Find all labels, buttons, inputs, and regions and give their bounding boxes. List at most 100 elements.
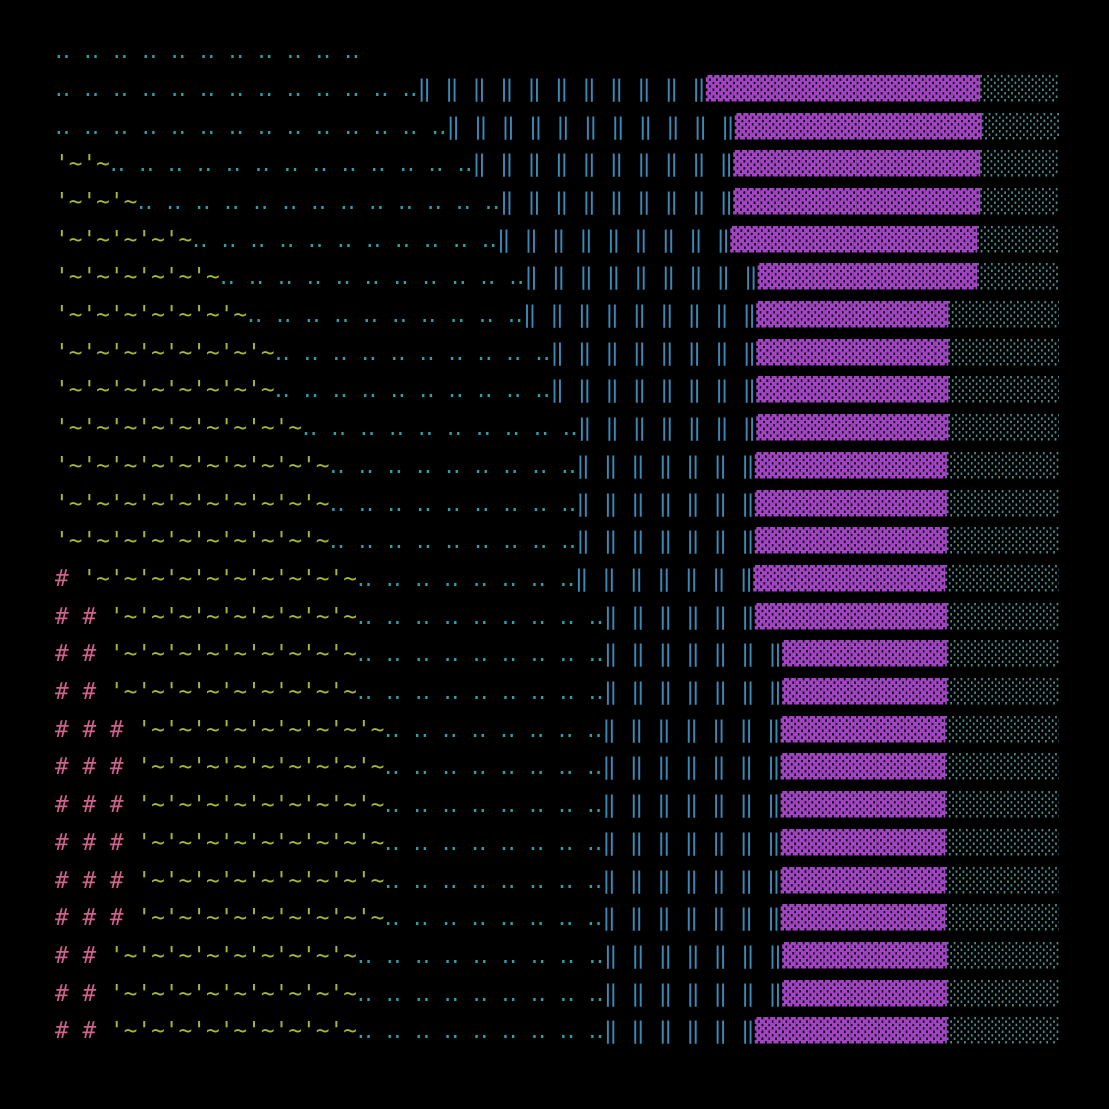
- blocks-segment: ▓▓▓▓▓▓▓▓▓▓▓▓: [782, 641, 947, 668]
- shade-segment: ░░░░░░░░░: [945, 905, 1059, 932]
- dots-segment: ‥ ‥ ‥ ‥ ‥ ‥ ‥ ‥ ‥: [356, 641, 604, 668]
- hash-segment: # #: [55, 942, 110, 969]
- hash-segment: # #: [55, 641, 110, 668]
- shade-segment: ░░░░░░░░░: [945, 829, 1059, 856]
- bars-segment: ‖ ‖ ‖ ‖ ‖ ‖ ‖ ‖: [550, 339, 757, 366]
- dots-segment: ‥ ‥ ‥ ‥ ‥ ‥ ‥ ‥: [384, 905, 603, 932]
- blocks-segment: ▓▓▓▓▓▓▓▓▓▓▓▓▓▓: [756, 302, 949, 329]
- text-row: # '~'~'~'~'~'~'~'~'~'~‥ ‥ ‥ ‥ ‥ ‥ ‥ ‥‖ ‖…: [55, 561, 1059, 599]
- wave-segment: '~'~'~'~'~'~: [55, 264, 220, 291]
- wave-segment: '~'~'~'~'~'~'~'~'~: [109, 980, 357, 1007]
- bars-segment: ‖ ‖ ‖ ‖ ‖ ‖ ‖: [602, 829, 781, 856]
- wave-segment: '~'~'~'~'~'~'~'~'~'~: [55, 490, 330, 517]
- text-row: # # '~'~'~'~'~'~'~'~'~‥ ‥ ‥ ‥ ‥ ‥ ‥ ‥ ‥‖…: [55, 938, 1059, 976]
- hash-segment: # #: [55, 603, 110, 630]
- text-row: ‥ ‥ ‥ ‥ ‥ ‥ ‥ ‥ ‥ ‥ ‥ ‥ ‥‖ ‖ ‖ ‖ ‖ ‖ ‖ ‖…: [55, 71, 1059, 109]
- wave-segment: '~'~'~'~'~'~'~'~: [55, 377, 275, 404]
- shade-segment: ░░░░░░░░░: [946, 1018, 1059, 1045]
- dots-segment: ‥ ‥ ‥ ‥ ‥ ‥ ‥ ‥ ‥ ‥: [274, 377, 551, 404]
- dots-segment: ‥ ‥ ‥ ‥ ‥ ‥ ‥ ‥ ‥: [329, 528, 577, 555]
- bars-segment: ‖ ‖ ‖ ‖ ‖ ‖ ‖ ‖ ‖: [522, 302, 757, 329]
- wave-segment: '~'~'~'~'~'~'~'~'~: [109, 679, 357, 706]
- wave-segment: '~'~'~'~'~'~'~'~: [55, 339, 275, 366]
- text-row: # # # '~'~'~'~'~'~'~'~'~‥ ‥ ‥ ‥ ‥ ‥ ‥ ‥‖…: [55, 863, 1059, 901]
- bars-segment: ‖ ‖ ‖ ‖ ‖ ‖ ‖ ‖: [550, 377, 757, 404]
- text-row: # # '~'~'~'~'~'~'~'~'~‥ ‥ ‥ ‥ ‥ ‥ ‥ ‥ ‥‖…: [55, 1013, 1059, 1051]
- shade-segment: ░░░░░░░░░: [946, 603, 1059, 630]
- hash-segment: # # #: [55, 905, 138, 932]
- blocks-segment: ▓▓▓▓▓▓▓▓▓▓▓▓: [780, 792, 946, 819]
- text-row: # # # '~'~'~'~'~'~'~'~'~‥ ‥ ‥ ‥ ‥ ‥ ‥ ‥‖…: [55, 825, 1059, 863]
- blocks-segment: ▓▓▓▓▓▓▓▓▓▓▓▓▓▓: [754, 1018, 947, 1045]
- shade-segment: ░░░░░░░: [977, 226, 1059, 253]
- bars-segment: ‖ ‖ ‖ ‖ ‖ ‖ ‖: [602, 716, 781, 743]
- text-row: # # '~'~'~'~'~'~'~'~'~‥ ‥ ‥ ‥ ‥ ‥ ‥ ‥ ‥‖…: [55, 976, 1059, 1014]
- dots-segment: ‥ ‥ ‥ ‥ ‥ ‥ ‥ ‥: [384, 754, 603, 781]
- text-row: '~'~‥ ‥ ‥ ‥ ‥ ‥ ‥ ‥ ‥ ‥ ‥ ‥ ‥‖ ‖ ‖ ‖ ‖ ‖…: [55, 146, 1059, 184]
- text-row: '~'~'~'~'~‥ ‥ ‥ ‥ ‥ ‥ ‥ ‥ ‥ ‥ ‥‖ ‖ ‖ ‖ ‖…: [55, 222, 1059, 260]
- bars-segment: ‖ ‖ ‖ ‖ ‖ ‖ ‖ ‖ ‖: [496, 226, 731, 253]
- blocks-segment: ▓▓▓▓▓▓▓▓▓▓▓▓: [780, 905, 946, 932]
- wave-segment: '~'~'~: [55, 188, 138, 215]
- blocks-segment: ▓▓▓▓▓▓▓▓▓▓▓▓▓▓: [754, 452, 947, 479]
- text-row: # # # '~'~'~'~'~'~'~'~'~‥ ‥ ‥ ‥ ‥ ‥ ‥ ‥‖…: [55, 900, 1059, 938]
- shade-segment: ░░░░░░░░░: [948, 377, 1059, 404]
- text-row: '~'~'~'~'~'~'~'~‥ ‥ ‥ ‥ ‥ ‥ ‥ ‥ ‥ ‥‖ ‖ ‖…: [55, 372, 1059, 410]
- shade-segment: ░░░░░░░: [980, 188, 1059, 215]
- dots-segment: ‥ ‥ ‥ ‥ ‥ ‥ ‥ ‥ ‥: [329, 490, 577, 517]
- bars-segment: ‖ ‖ ‖ ‖ ‖ ‖ ‖: [576, 490, 755, 517]
- blocks-segment: ▓▓▓▓▓▓▓▓▓▓▓▓: [782, 980, 947, 1007]
- blocks-segment: ▓▓▓▓▓▓▓▓▓▓▓▓▓▓: [754, 490, 947, 517]
- shade-segment: ░░░░░░░░░: [945, 867, 1059, 894]
- hash-segment: # # #: [55, 829, 138, 856]
- hash-segment: # # #: [55, 792, 138, 819]
- dots-segment: ‥ ‥ ‥ ‥ ‥ ‥ ‥ ‥ ‥: [356, 679, 604, 706]
- wave-segment: '~'~: [55, 151, 110, 178]
- dots-segment: ‥ ‥ ‥ ‥ ‥ ‥ ‥ ‥: [384, 867, 603, 894]
- bars-segment: ‖ ‖ ‖ ‖ ‖ ‖ ‖ ‖ ‖ ‖ ‖: [417, 75, 706, 102]
- shade-segment: ░░░░░░░: [980, 151, 1059, 178]
- hash-segment: # # #: [55, 754, 138, 781]
- blocks-segment: ▓▓▓▓▓▓▓▓▓▓▓▓: [780, 829, 946, 856]
- hash-segment: # # #: [55, 867, 138, 894]
- dots-segment: ‥ ‥ ‥ ‥ ‥ ‥ ‥ ‥: [384, 829, 603, 856]
- dots-segment: ‥ ‥ ‥ ‥ ‥ ‥ ‥ ‥ ‥ ‥ ‥ ‥ ‥: [109, 151, 473, 178]
- text-row: # # # '~'~'~'~'~'~'~'~'~‥ ‥ ‥ ‥ ‥ ‥ ‥ ‥‖…: [55, 749, 1059, 787]
- blocks-segment: ▓▓▓▓▓▓▓▓▓▓▓▓▓▓: [756, 377, 949, 404]
- wave-segment: '~'~'~'~'~'~'~'~'~: [137, 754, 385, 781]
- blocks-segment: ▓▓▓▓▓▓▓▓▓▓▓▓▓▓: [756, 415, 949, 442]
- text-row: # # '~'~'~'~'~'~'~'~'~‥ ‥ ‥ ‥ ‥ ‥ ‥ ‥ ‥‖…: [55, 599, 1059, 637]
- bars-segment: ‖ ‖ ‖ ‖ ‖ ‖ ‖: [576, 452, 755, 479]
- wave-segment: '~'~'~'~'~'~'~'~'~: [137, 905, 385, 932]
- bars-segment: ‖ ‖ ‖ ‖ ‖ ‖ ‖: [602, 867, 781, 894]
- dots-segment: ‥ ‥ ‥ ‥ ‥ ‥ ‥ ‥ ‥: [356, 980, 604, 1007]
- text-row: '~'~'~'~'~'~'~'~'~'~‥ ‥ ‥ ‥ ‥ ‥ ‥ ‥ ‥‖ ‖…: [55, 486, 1059, 524]
- blocks-segment: ▓▓▓▓▓▓▓▓▓▓▓▓: [780, 754, 946, 781]
- text-row: # # # '~'~'~'~'~'~'~'~'~‥ ‥ ‥ ‥ ‥ ‥ ‥ ‥‖…: [55, 787, 1059, 825]
- wave-segment: '~'~'~'~'~'~'~'~'~'~: [55, 452, 330, 479]
- bars-segment: ‖ ‖ ‖ ‖ ‖ ‖ ‖: [602, 905, 781, 932]
- bars-segment: ‖ ‖ ‖ ‖ ‖ ‖ ‖: [576, 528, 755, 555]
- dots-segment: ‥ ‥ ‥ ‥ ‥ ‥ ‥ ‥ ‥ ‥ ‥ ‥ ‥ ‥: [55, 113, 447, 140]
- dots-segment: ‥ ‥ ‥ ‥ ‥ ‥ ‥ ‥: [384, 792, 603, 819]
- bars-segment: ‖ ‖ ‖ ‖ ‖ ‖ ‖: [603, 980, 783, 1007]
- text-row: '~'~'~'~'~'~'~'~'~‥ ‥ ‥ ‥ ‥ ‥ ‥ ‥ ‥ ‥‖ ‖…: [55, 410, 1059, 448]
- dots-segment: ‥ ‥ ‥ ‥ ‥ ‥ ‥ ‥ ‥: [356, 942, 604, 969]
- wave-segment: '~'~'~'~'~'~'~'~'~: [137, 829, 385, 856]
- blocks-segment: ▓▓▓▓▓▓▓▓▓▓▓▓▓▓▓▓▓▓: [733, 188, 981, 215]
- bars-segment: ‖ ‖ ‖ ‖ ‖ ‖ ‖: [602, 754, 781, 781]
- text-row: '~'~'~‥ ‥ ‥ ‥ ‥ ‥ ‥ ‥ ‥ ‥ ‥ ‥ ‥‖ ‖ ‖ ‖ ‖…: [55, 184, 1059, 222]
- shade-segment: ░░░░░░░: [980, 75, 1059, 102]
- text-row: # # '~'~'~'~'~'~'~'~'~‥ ‥ ‥ ‥ ‥ ‥ ‥ ‥ ‥‖…: [55, 674, 1059, 712]
- blocks-segment: ▓▓▓▓▓▓▓▓▓▓▓▓▓▓▓▓▓▓▓▓: [705, 75, 981, 102]
- blocks-segment: ▓▓▓▓▓▓▓▓▓▓▓▓▓▓: [754, 528, 947, 555]
- shade-segment: ░░░░░░░░░: [945, 792, 1059, 819]
- wave-segment: '~'~'~'~'~'~'~'~'~: [109, 603, 357, 630]
- blocks-segment: ▓▓▓▓▓▓▓▓▓▓▓▓: [780, 716, 946, 743]
- hash-segment: # #: [55, 1018, 110, 1045]
- dots-segment: ‥ ‥ ‥ ‥ ‥ ‥ ‥ ‥ ‥ ‥: [302, 415, 578, 442]
- wave-segment: '~'~'~'~'~'~'~'~'~: [109, 942, 357, 969]
- bars-segment: ‖ ‖ ‖ ‖ ‖ ‖ ‖: [574, 565, 754, 592]
- text-row: '~'~'~'~'~'~'~'~'~'~‥ ‥ ‥ ‥ ‥ ‥ ‥ ‥ ‥‖ ‖…: [55, 523, 1059, 561]
